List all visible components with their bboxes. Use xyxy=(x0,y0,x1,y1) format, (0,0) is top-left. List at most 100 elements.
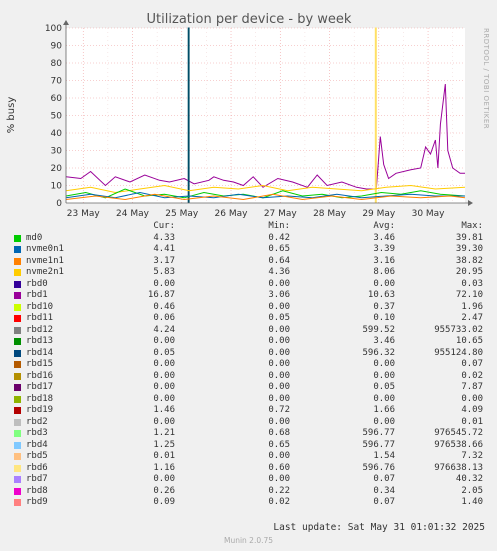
legend-max: 0.07 xyxy=(461,359,483,369)
y-tick-label-6: 60 xyxy=(51,94,63,104)
legend-name: rbd2 xyxy=(26,416,48,427)
legend-row: nvme2n1 5.83 4.36 8.06 20.95 xyxy=(0,267,497,279)
legend-min: 0.05 xyxy=(268,313,290,323)
legend-avg: 596.76 xyxy=(362,462,395,473)
side-label: RRDTOOL / TOBI OETIKER xyxy=(482,28,490,129)
legend-min: 0.68 xyxy=(268,428,290,438)
legend-max: 976545.72 xyxy=(434,428,483,438)
series-line-rbd6 xyxy=(374,27,377,203)
legend-name: rbd3 xyxy=(26,428,48,438)
legend-avg: 0.37 xyxy=(373,301,395,312)
legend-swatch xyxy=(14,257,21,265)
legend-cur: 0.00 xyxy=(153,278,175,289)
legend-row: rbd15 0.00 0.00 0.00 0.07 xyxy=(0,359,497,371)
legend-swatch xyxy=(14,303,21,311)
legend-min: 0.42 xyxy=(268,232,290,243)
legend-avg: 596.32 xyxy=(362,347,395,358)
legend-row: rbd6 1.16 0.60 596.76 976638.13 xyxy=(0,463,497,475)
legend-avg: 1.54 xyxy=(373,451,395,461)
legend-name: md0 xyxy=(26,232,43,243)
legend-row: rbd16 0.00 0.00 0.00 0.02 xyxy=(0,371,497,383)
legend-cur: 0.00 xyxy=(153,474,175,484)
legend-max: 4.09 xyxy=(461,405,483,415)
legend-swatch xyxy=(14,407,21,414)
legend-cur: 5.83 xyxy=(153,267,175,277)
legend-max: 40.32 xyxy=(455,474,483,484)
series-line-nvme2n1 xyxy=(65,184,466,194)
legend-avg: 0.34 xyxy=(373,485,395,496)
legend-rows: md0 4.33 0.42 3.46 39.81 nvme0n1 4.41 0.65 3.39 3… xyxy=(0,233,497,509)
grid xyxy=(66,27,465,203)
legend-avg: 0.05 xyxy=(373,382,395,392)
legend-avg: 0.00 xyxy=(373,393,395,404)
legend-avg: 596.77 xyxy=(362,428,395,438)
legend-swatch xyxy=(14,338,21,345)
legend-name: rbd11 xyxy=(26,313,54,323)
x-tick-label-2: 25 May xyxy=(165,209,199,219)
axes: 0 10 20 30 40 50 60 70 80 90 100 23 May 24 May 25 May… xyxy=(45,20,473,219)
legend-max: 976638.13 xyxy=(434,462,483,473)
legend-name: rbd10 xyxy=(26,301,54,312)
y-tick-label-2: 20 xyxy=(51,164,63,174)
legend-header: Cur: Min: Avg: Max: xyxy=(0,221,497,233)
legend-cur: 4.24 xyxy=(153,324,175,335)
legend-min: 0.64 xyxy=(268,255,290,266)
legend-max: 0.03 xyxy=(461,278,483,289)
series-line-rbd14 xyxy=(187,27,190,203)
legend-avg: 3.46 xyxy=(373,232,395,243)
legend-name: rbd5 xyxy=(26,451,48,461)
legend-min: 0.00 xyxy=(268,301,290,312)
legend-swatch xyxy=(14,476,21,483)
legend-row: nvme1n1 3.17 0.64 3.16 38.82 xyxy=(0,256,497,268)
legend-avg: 0.10 xyxy=(373,313,395,323)
legend-max: 955124.80 xyxy=(434,347,483,358)
legend-min: 0.00 xyxy=(268,474,290,484)
legend-swatch xyxy=(14,453,21,460)
legend-max: 976538.66 xyxy=(434,439,483,450)
series-line-rbd1 xyxy=(65,83,465,190)
y-tick-label-5: 50 xyxy=(51,112,63,122)
legend-avg: 3.39 xyxy=(373,244,395,254)
legend-cur: 0.05 xyxy=(153,347,175,358)
legend-cur: 1.46 xyxy=(153,405,175,415)
legend-swatch xyxy=(14,361,21,368)
legend-avg: 10.63 xyxy=(367,290,395,300)
legend-avg: 1.66 xyxy=(373,405,395,415)
legend-avg: 599.52 xyxy=(362,324,395,335)
legend-min: 3.06 xyxy=(268,290,290,300)
legend-avg: 3.16 xyxy=(373,255,395,266)
legend-max: 0.02 xyxy=(461,370,483,381)
y-tick-label-3: 30 xyxy=(51,147,63,157)
legend-min: 0.00 xyxy=(268,278,290,289)
chart: Utilization per device - by week % busy … xyxy=(6,12,490,219)
legend-row: rbd1 16.87 3.06 10.63 72.10 xyxy=(0,290,497,302)
legend-swatch xyxy=(14,280,21,288)
legend-cur: 0.00 xyxy=(153,393,175,404)
legend-min: 0.60 xyxy=(268,462,290,473)
legend-avg: 0.00 xyxy=(373,278,395,289)
legend-max: 1.96 xyxy=(461,301,483,312)
legend-min: 0.65 xyxy=(268,439,290,450)
legend-name: rbd13 xyxy=(26,336,54,346)
legend-row: rbd18 0.00 0.00 0.00 0.00 xyxy=(0,394,497,406)
legend-cur: 0.46 xyxy=(153,301,175,312)
x-tick-label-3: 26 May xyxy=(215,209,249,219)
legend-cur: 0.26 xyxy=(153,485,175,496)
legend-swatch xyxy=(14,269,21,276)
legend-name: rbd12 xyxy=(26,324,54,335)
legend-max: 72.10 xyxy=(455,290,483,300)
legend-swatch xyxy=(14,441,21,449)
legend-cur: 0.00 xyxy=(153,336,175,346)
legend-name: nvme1n1 xyxy=(26,255,64,266)
legend-row: rbd9 0.09 0.02 0.07 1.40 xyxy=(0,497,497,509)
legend-row: rbd2 0.00 0.00 0.00 0.01 xyxy=(0,417,497,429)
legend-swatch xyxy=(14,292,21,299)
legend-min: 0.72 xyxy=(268,405,290,415)
legend-row: rbd12 4.24 0.00 599.52 955733.02 xyxy=(0,325,497,337)
legend-swatch xyxy=(14,395,21,403)
legend-name: rbd19 xyxy=(26,405,54,415)
legend-max: 10.65 xyxy=(455,336,483,346)
legend-row: rbd19 1.46 0.72 1.66 4.09 xyxy=(0,405,497,417)
legend-swatch xyxy=(14,372,21,380)
legend-cur: 0.00 xyxy=(153,370,175,381)
